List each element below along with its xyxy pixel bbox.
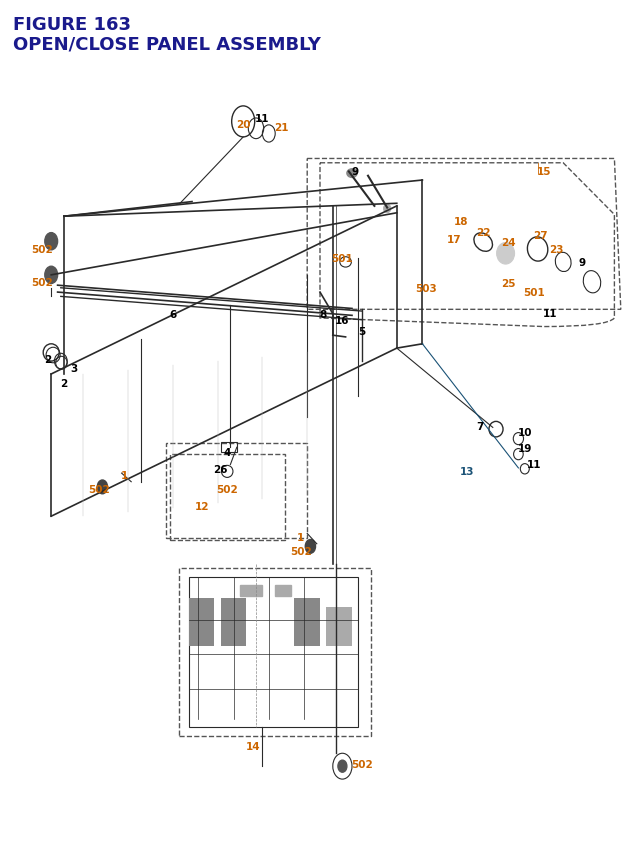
Bar	[240, 585, 262, 596]
Text: 7: 7	[476, 421, 484, 431]
Text: 3: 3	[70, 363, 77, 374]
Text: 11: 11	[543, 308, 557, 319]
Text: 502: 502	[31, 245, 52, 255]
Bar	[326, 607, 352, 646]
Text: FIGURE 163: FIGURE 163	[13, 16, 131, 34]
Ellipse shape	[497, 244, 515, 265]
Circle shape	[338, 760, 347, 772]
Text: 26: 26	[214, 464, 228, 474]
Text: 11: 11	[527, 460, 541, 470]
Text: 501: 501	[524, 288, 545, 298]
Text: 2: 2	[44, 355, 52, 365]
Circle shape	[45, 233, 58, 251]
Text: 18: 18	[454, 217, 468, 227]
Bar	[189, 577, 358, 728]
Text: 5: 5	[358, 326, 365, 337]
Text: 20: 20	[236, 120, 250, 130]
Ellipse shape	[383, 205, 391, 214]
Text: 502: 502	[290, 546, 312, 556]
Bar	[221, 598, 246, 646]
Text: 22: 22	[476, 227, 490, 238]
Text: 25: 25	[502, 279, 516, 289]
Text: 24: 24	[502, 238, 516, 248]
Circle shape	[45, 267, 58, 284]
Text: 502: 502	[31, 277, 52, 288]
Bar	[189, 598, 214, 646]
Text: 27: 27	[534, 231, 548, 241]
Text: 19: 19	[518, 443, 532, 454]
Text: 11: 11	[255, 114, 269, 124]
Text: 16: 16	[335, 315, 349, 325]
Text: 17: 17	[447, 234, 461, 245]
Text: 23: 23	[550, 245, 564, 255]
Text: 503: 503	[415, 283, 436, 294]
Text: 8: 8	[319, 310, 327, 320]
Text: 21: 21	[275, 123, 289, 133]
Text: 1: 1	[121, 470, 129, 480]
Bar	[221, 443, 237, 453]
Circle shape	[97, 480, 108, 494]
Text: 2: 2	[60, 378, 68, 388]
Text: 502: 502	[351, 759, 372, 770]
Text: 15: 15	[537, 167, 551, 177]
Bar	[275, 585, 291, 596]
Text: 502: 502	[216, 484, 238, 494]
Text: 4: 4	[223, 448, 231, 458]
Text: 12: 12	[195, 501, 209, 511]
Text: 10: 10	[518, 427, 532, 437]
Text: 1: 1	[297, 532, 305, 542]
Text: 14: 14	[246, 741, 260, 752]
Text: 502: 502	[88, 484, 110, 494]
Text: 9: 9	[579, 257, 586, 268]
Text: 9: 9	[351, 167, 359, 177]
Text: 6: 6	[169, 309, 177, 319]
Bar	[179, 568, 371, 736]
Bar	[294, 598, 320, 646]
Circle shape	[305, 540, 316, 554]
Bar	[166, 443, 307, 538]
Text: 501: 501	[332, 254, 353, 264]
Text: OPEN/CLOSE PANEL ASSEMBLY: OPEN/CLOSE PANEL ASSEMBLY	[13, 36, 321, 54]
Ellipse shape	[347, 170, 357, 178]
Text: 13: 13	[460, 467, 474, 477]
Bar	[170, 455, 285, 541]
